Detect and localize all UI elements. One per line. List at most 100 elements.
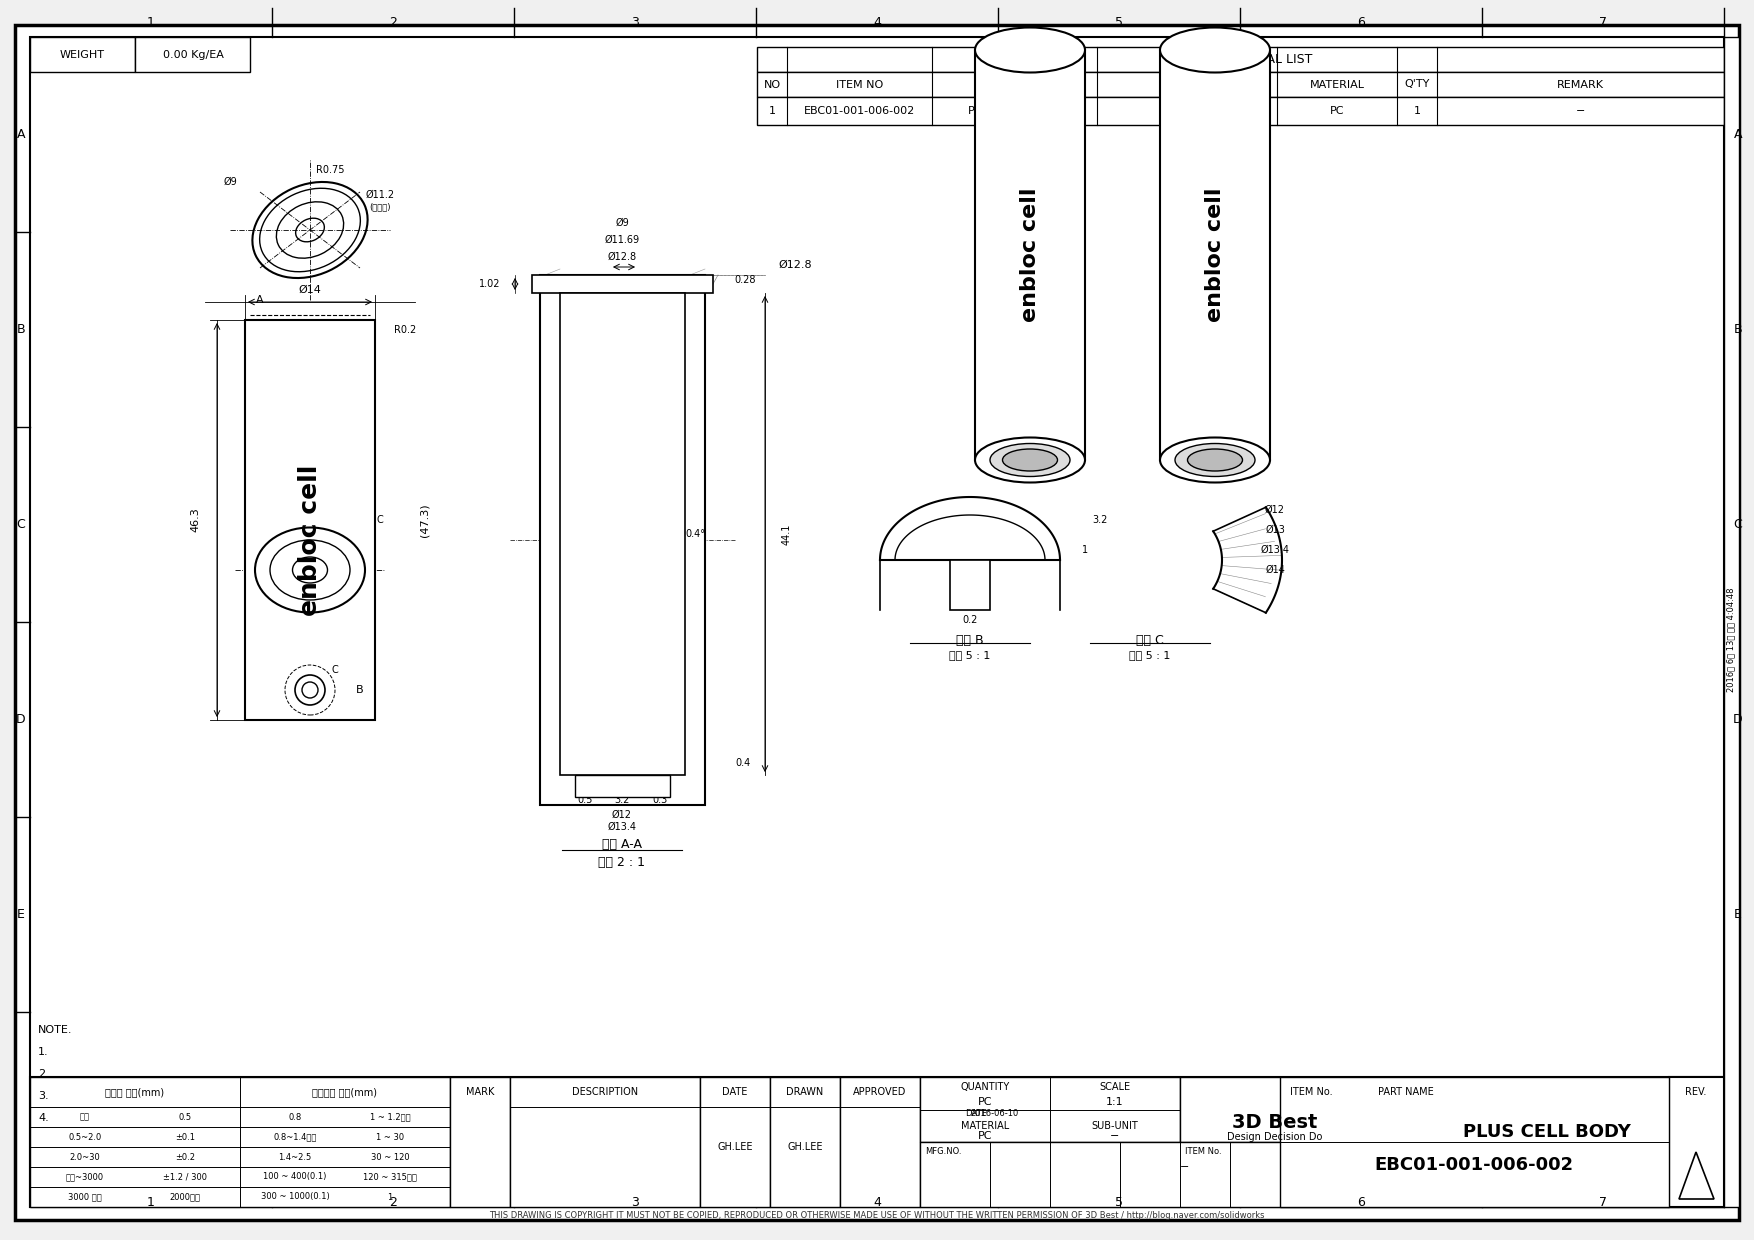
Ellipse shape (1175, 444, 1256, 476)
Text: 첣하 2 : 1: 첣하 2 : 1 (598, 857, 645, 869)
Bar (840, 1078, 921, 1207)
Text: −: − (1575, 105, 1586, 117)
Text: EBC01-001-006-002: EBC01-001-006-002 (803, 105, 916, 117)
Text: 300 ~ 1000(0.1): 300 ~ 1000(0.1) (261, 1193, 330, 1202)
Text: −: − (1182, 105, 1191, 117)
Text: 44.1: 44.1 (782, 523, 793, 544)
Text: 0.8: 0.8 (288, 1112, 302, 1121)
Text: BILL OF MATERIAL LIST: BILL OF MATERIAL LIST (1168, 53, 1312, 66)
Bar (1724, 37, 1738, 1207)
Text: 0.4: 0.4 (735, 758, 751, 768)
Text: THIS DRAWING IS COPYRIGHT IT MUST NOT BE COPIED, REPRODUCED OR OTHERWISE MADE US: THIS DRAWING IS COPYRIGHT IT MUST NOT BE… (489, 1210, 1265, 1219)
Bar (246, 320, 375, 720)
Text: SCALE: SCALE (1100, 1083, 1131, 1092)
Text: 6: 6 (1358, 1195, 1365, 1209)
Bar (510, 1078, 700, 1207)
Text: B: B (1733, 322, 1742, 336)
Bar (531, 275, 712, 293)
Text: 3.2: 3.2 (1093, 515, 1109, 525)
Text: ITEM No.: ITEM No. (1289, 1087, 1333, 1097)
Text: 0.4°: 0.4° (686, 529, 705, 539)
Text: (47.3): (47.3) (419, 503, 430, 537)
Text: 2: 2 (389, 1195, 396, 1209)
Text: DATE: DATE (723, 1087, 747, 1097)
Text: Ø9: Ø9 (223, 177, 237, 187)
Text: E: E (1735, 908, 1742, 921)
Text: PC: PC (977, 1131, 993, 1141)
Text: E: E (18, 908, 25, 921)
Text: 1 ~ 30: 1 ~ 30 (375, 1132, 403, 1142)
Bar (30, 1078, 451, 1207)
Text: 2016-06-10: 2016-06-10 (972, 1110, 1019, 1118)
Text: 7: 7 (1600, 15, 1607, 29)
Bar (540, 275, 705, 805)
Text: 0.8~1.4이하: 0.8~1.4이하 (274, 1132, 317, 1142)
Text: A: A (256, 295, 263, 305)
Text: B: B (356, 684, 363, 694)
Text: ITEM No.: ITEM No. (1186, 1147, 1221, 1157)
Bar (560, 293, 686, 775)
Bar (758, 47, 1724, 72)
Text: 지정된 햩상(mm): 지정된 햩상(mm) (105, 1087, 165, 1097)
Text: Ø12: Ø12 (612, 810, 631, 820)
Text: 첣하 5 : 1: 첣하 5 : 1 (1130, 650, 1170, 660)
Text: MATERIAL: MATERIAL (1310, 79, 1365, 89)
Text: 단면 A-A: 단면 A-A (602, 838, 642, 852)
Text: A: A (1733, 128, 1742, 141)
Bar (975, 50, 1086, 460)
Text: 7: 7 (1600, 1195, 1607, 1209)
Text: Ø12.8: Ø12.8 (779, 260, 812, 270)
Text: 4.: 4. (39, 1114, 49, 1123)
Text: Ø11.69: Ø11.69 (605, 236, 640, 246)
Text: 3000 이상: 3000 이상 (68, 1193, 102, 1202)
Text: 3.2: 3.2 (614, 795, 630, 805)
Text: EBC01-001-006-002: EBC01-001-006-002 (1375, 1156, 1573, 1174)
Text: 3: 3 (631, 15, 638, 29)
Bar (451, 1078, 510, 1207)
Text: 2.0~30: 2.0~30 (70, 1152, 100, 1162)
Ellipse shape (975, 438, 1086, 482)
Text: REV.: REV. (1686, 1087, 1707, 1097)
Text: 0.5: 0.5 (577, 795, 593, 805)
Bar (1670, 1078, 1724, 1207)
Text: 1 ~ 1.2이하: 1 ~ 1.2이하 (370, 1112, 410, 1121)
Text: PART NAME: PART NAME (1379, 1087, 1433, 1097)
Text: MFG.NO.: MFG.NO. (924, 1147, 961, 1157)
Text: 상세 C: 상세 C (1137, 634, 1165, 646)
Text: 120 ~ 315이상: 120 ~ 315이상 (363, 1173, 417, 1182)
Text: APPROVED: APPROVED (852, 1087, 907, 1097)
Bar (1280, 1078, 1670, 1207)
Text: 2000이상: 2000이상 (170, 1193, 200, 1202)
Text: enbloc cell: enbloc cell (1205, 187, 1224, 322)
Text: enbloc cell: enbloc cell (1021, 187, 1040, 322)
Text: C: C (377, 515, 384, 525)
Text: Design Decision Do: Design Decision Do (1228, 1132, 1323, 1142)
Text: ±0.1: ±0.1 (175, 1132, 195, 1142)
Text: 이하: 이하 (81, 1112, 89, 1121)
Bar (758, 72, 1724, 97)
Text: D: D (1733, 713, 1743, 725)
Text: A: A (18, 128, 25, 141)
Text: 2.: 2. (39, 1069, 49, 1079)
Bar (700, 1078, 770, 1207)
Text: 0.3: 0.3 (652, 795, 668, 805)
Text: 1.: 1. (39, 1047, 49, 1056)
Text: 첣하 5 : 1: 첣하 5 : 1 (949, 650, 991, 660)
Text: 46.3: 46.3 (189, 507, 200, 532)
Text: 4: 4 (873, 15, 881, 29)
Bar (135, 37, 251, 72)
Text: 상세 B: 상세 B (956, 634, 984, 646)
Text: 1: 1 (388, 1193, 393, 1202)
Text: 0.5~2.0: 0.5~2.0 (68, 1132, 102, 1142)
Text: 2016년 6월 13일 오후 4:04:48: 2016년 6월 13일 오후 4:04:48 (1726, 588, 1735, 692)
Text: enbloc cell: enbloc cell (298, 464, 323, 616)
Text: C: C (16, 518, 25, 531)
Bar (770, 1078, 840, 1207)
Text: 0.28: 0.28 (735, 275, 756, 285)
Text: Ø11.2: Ø11.2 (365, 190, 395, 200)
Text: 1: 1 (147, 1195, 154, 1209)
Text: Ø13.4: Ø13.4 (607, 822, 637, 832)
Text: REMARK: REMARK (1558, 79, 1603, 89)
Text: 2: 2 (389, 15, 396, 29)
Text: MATERIAL: MATERIAL (961, 1121, 1009, 1131)
